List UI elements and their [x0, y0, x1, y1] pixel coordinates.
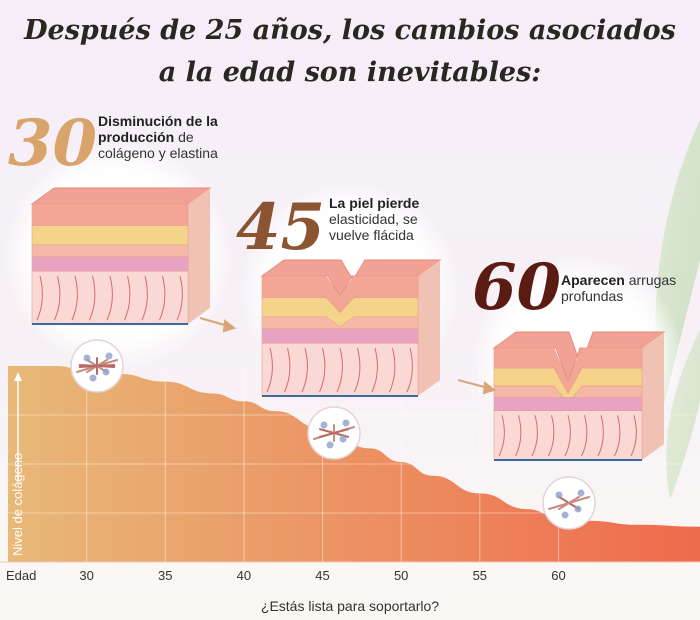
- stage-bold-45: La piel pierde: [329, 195, 420, 211]
- fiber-cell: [320, 421, 328, 429]
- x-tick-label-50: 50: [394, 568, 408, 583]
- stage-bold-60: Aparecen: [561, 272, 625, 288]
- fiber-cell: [555, 491, 563, 499]
- skin-layer-3: [493, 396, 643, 412]
- collagen-fiber-icons: [70, 339, 596, 530]
- fiber-cell: [342, 419, 350, 427]
- dermis-fiber: [406, 347, 413, 393]
- stage-age-60: 60: [472, 250, 562, 325]
- fiber-strand: [78, 364, 116, 368]
- stage-rest-45: elasticidad, se vuelve flácida: [329, 211, 418, 243]
- x-tick-label-45: 45: [315, 568, 329, 583]
- x-tick-labels: Edad 30 35 40 45 50 55 60: [6, 568, 566, 583]
- arrow-icon: [199, 317, 497, 395]
- dermis-fiber: [371, 347, 378, 393]
- dermis-fiber: [54, 275, 61, 321]
- stage-text-30: Disminución de la producción de colágeno…: [98, 113, 238, 161]
- skin-block-60: [492, 331, 666, 461]
- dermis-fiber: [630, 415, 637, 457]
- skin-layer-0: [31, 203, 189, 226]
- dermis-fiber: [319, 347, 326, 393]
- dermis-fiber: [124, 275, 131, 321]
- skin-block-30: [30, 187, 212, 325]
- fiber-cell: [83, 354, 91, 362]
- fiber-cell: [326, 441, 334, 449]
- dermis-fiber: [389, 347, 396, 393]
- dermis-fiber: [597, 415, 604, 457]
- skin-blocks: [30, 187, 666, 461]
- y-axis-label-group: Nivel de colágeno: [10, 372, 25, 556]
- dermis-fiber: [354, 347, 361, 393]
- dermis-fiber: [498, 415, 505, 457]
- dermis-fiber: [89, 275, 96, 321]
- x-axis-label: Edad: [6, 568, 36, 583]
- stage-rest-60: arrugas profundas: [561, 272, 677, 304]
- x-tick-label-55: 55: [473, 568, 487, 583]
- fiber-cell: [561, 511, 569, 519]
- dermis-fiber: [284, 347, 291, 393]
- dermis-fiber: [266, 347, 273, 393]
- fiber-cell: [574, 505, 582, 513]
- x-tick-label-60: 60: [551, 568, 565, 583]
- footer-question: ¿Estás lista para soportarlo?: [260, 598, 440, 614]
- dermis-fiber: [336, 347, 343, 393]
- dermis-fiber: [301, 347, 308, 393]
- skin-side-face: [642, 332, 664, 460]
- stage-age-30: 30: [8, 106, 98, 181]
- skin-layer-3: [31, 256, 189, 272]
- stage-age-45: 45: [236, 190, 326, 265]
- dermis-fiber: [531, 415, 538, 457]
- dermis-fiber: [614, 415, 621, 457]
- fiber-cell: [102, 368, 110, 376]
- dermis-fiber: [106, 275, 113, 321]
- fiber-cell: [339, 435, 347, 443]
- fiber-cell: [105, 352, 113, 360]
- dermis-fiber: [36, 275, 43, 321]
- title-line-2: a la edad son inevitables:: [158, 57, 542, 88]
- dermis-fiber: [141, 275, 148, 321]
- skin-block-45: [260, 259, 442, 397]
- fiber-cell: [577, 489, 585, 497]
- title-line-1: Después de 25 años, los cambios asociado…: [24, 15, 676, 46]
- stage-text-45: La piel pierde elasticidad, se vuelve fl…: [329, 195, 459, 243]
- stage-bold-30: Disminución de la producción: [98, 113, 218, 145]
- fiber-strand: [558, 495, 580, 511]
- x-tick-label-40: 40: [237, 568, 251, 583]
- dermis-fiber: [548, 415, 555, 457]
- collagen-fiber-icon-45: [307, 406, 361, 460]
- x-tick-label-30: 30: [79, 568, 93, 583]
- dermis-fiber: [581, 415, 588, 457]
- collagen-fiber-icon-60: [542, 476, 596, 530]
- skin-layer-1: [31, 225, 189, 246]
- dermis-fiber: [176, 275, 183, 321]
- dermis-fiber: [564, 415, 571, 457]
- dermis-fiber: [71, 275, 78, 321]
- dermis-fiber: [159, 275, 166, 321]
- collagen-fiber-icon-30: [70, 339, 124, 393]
- stage-rest-30: de colágeno y elastina: [98, 129, 218, 161]
- fiber-strand: [318, 428, 350, 438]
- skin-layer-3: [261, 328, 419, 344]
- dermis-fiber: [515, 415, 522, 457]
- skin-layer-2: [31, 244, 189, 258]
- y-axis-label: Nivel de colágeno: [10, 453, 25, 556]
- skin-side-face: [188, 188, 210, 324]
- fiber-cell: [89, 374, 97, 382]
- skin-top-face: [30, 187, 212, 205]
- stage-text-60: Aparecen arrugas profundas: [561, 272, 691, 304]
- skin-side-face: [418, 260, 440, 396]
- collagen-area: [8, 366, 700, 562]
- x-tick-label-35: 35: [158, 568, 172, 583]
